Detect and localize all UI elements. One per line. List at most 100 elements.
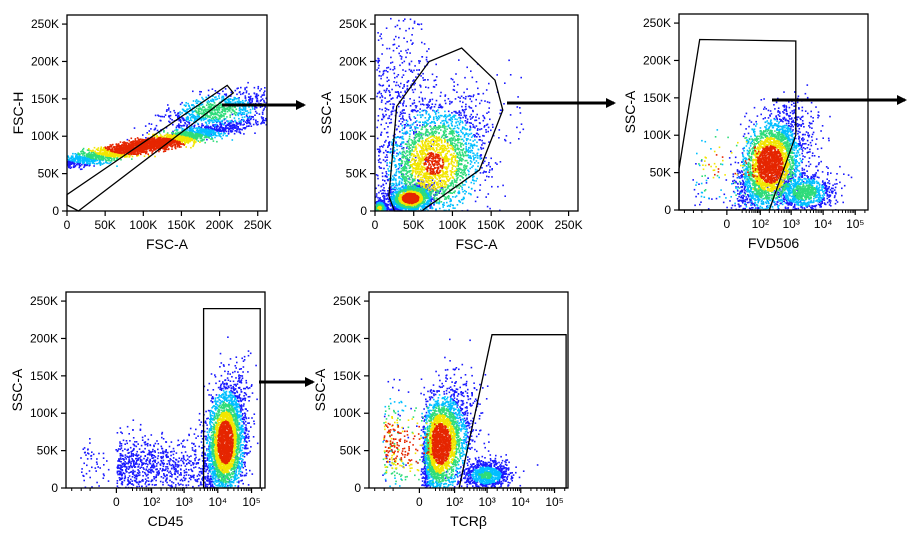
event-dot (218, 93, 221, 95)
event-dot (399, 102, 402, 104)
event-dot (261, 113, 264, 115)
event-dot (480, 157, 483, 160)
event-dot (215, 112, 217, 115)
event-dot (213, 121, 215, 123)
event-dot (123, 141, 125, 143)
event-dot (176, 145, 178, 148)
event-dot (252, 123, 255, 126)
event-dot (105, 161, 107, 164)
event-dot (166, 148, 168, 151)
event-dot (241, 108, 243, 111)
event-dot (243, 109, 245, 111)
event-dot (380, 185, 383, 187)
event-dot (196, 134, 199, 136)
event-dot (481, 144, 483, 146)
event-dot (405, 119, 408, 121)
event-dot (255, 121, 257, 123)
event-dot (395, 81, 398, 84)
event-dot (204, 128, 206, 130)
event-dot (221, 137, 223, 140)
event-dot (217, 130, 220, 133)
event-dot (242, 113, 244, 115)
event-dot (218, 120, 221, 123)
event-dot (491, 185, 493, 188)
event-dot (217, 132, 220, 135)
event-dot (71, 156, 74, 158)
event-dot (224, 129, 226, 132)
event-dot (249, 111, 252, 113)
event-dot (448, 118, 451, 121)
event-dot (227, 133, 230, 135)
event-dot (214, 90, 217, 92)
event-dot (193, 143, 195, 145)
event-dot (188, 129, 190, 132)
event-dot (203, 113, 205, 116)
event-dot (210, 138, 212, 140)
event-dot (438, 192, 441, 194)
event-dot (226, 107, 229, 109)
event-dot (466, 66, 468, 69)
event-dot (197, 132, 200, 135)
event-dot (185, 113, 187, 116)
event-dot (202, 116, 205, 119)
event-dot (379, 146, 381, 148)
event-dot (197, 114, 200, 117)
event-dot (188, 121, 191, 124)
event-dot (401, 112, 403, 115)
event-dot (156, 129, 159, 132)
event-dot (160, 119, 162, 122)
event-dot (386, 164, 388, 167)
event-dot (389, 94, 391, 96)
event-dot (387, 66, 390, 69)
event-dot (380, 77, 382, 80)
event-dot (435, 110, 438, 112)
event-dot (473, 134, 475, 136)
event-dot (498, 129, 501, 131)
event-dot (488, 82, 490, 85)
event-dot (234, 89, 237, 92)
event-dot (237, 87, 239, 89)
event-dot (214, 134, 217, 137)
event-dot (77, 152, 79, 154)
event-dot (214, 111, 217, 114)
event-dot (203, 111, 205, 113)
event-dot (232, 121, 234, 123)
event-dot (411, 34, 413, 36)
event-dot (72, 159, 74, 161)
event-dot (121, 144, 123, 146)
event-dot (472, 110, 474, 113)
event-dot (238, 131, 240, 133)
event-dot (418, 62, 421, 64)
event-dot (453, 110, 455, 113)
event-dot (166, 109, 168, 111)
event-dot (233, 132, 236, 135)
event-dot (210, 111, 212, 114)
event-dot (398, 115, 401, 117)
event-dot (199, 101, 202, 103)
event-dot (190, 129, 193, 132)
event-dot (413, 109, 416, 111)
event-dot (134, 140, 137, 142)
y-tick-label: 0 (52, 204, 59, 218)
event-dot (117, 151, 119, 154)
event-dot (221, 122, 223, 125)
event-dot (398, 120, 401, 122)
event-dot (451, 112, 453, 114)
event-dot (203, 110, 205, 112)
event-dot (122, 153, 124, 155)
event-dot (492, 134, 495, 137)
event-dot (239, 106, 241, 109)
event-dot (148, 149, 151, 152)
event-dot (411, 185, 413, 188)
event-dot (208, 118, 211, 121)
event-dot (221, 127, 223, 130)
event-dot (387, 117, 389, 120)
event-dot (425, 160, 427, 162)
event-dot (167, 104, 169, 106)
event-dot (504, 139, 507, 142)
y-axis-label: FSC-H (10, 92, 26, 135)
event-dot (152, 150, 154, 153)
event-dot (195, 102, 198, 104)
event-dot (181, 116, 183, 119)
y-tick-label: 250K (31, 17, 59, 31)
